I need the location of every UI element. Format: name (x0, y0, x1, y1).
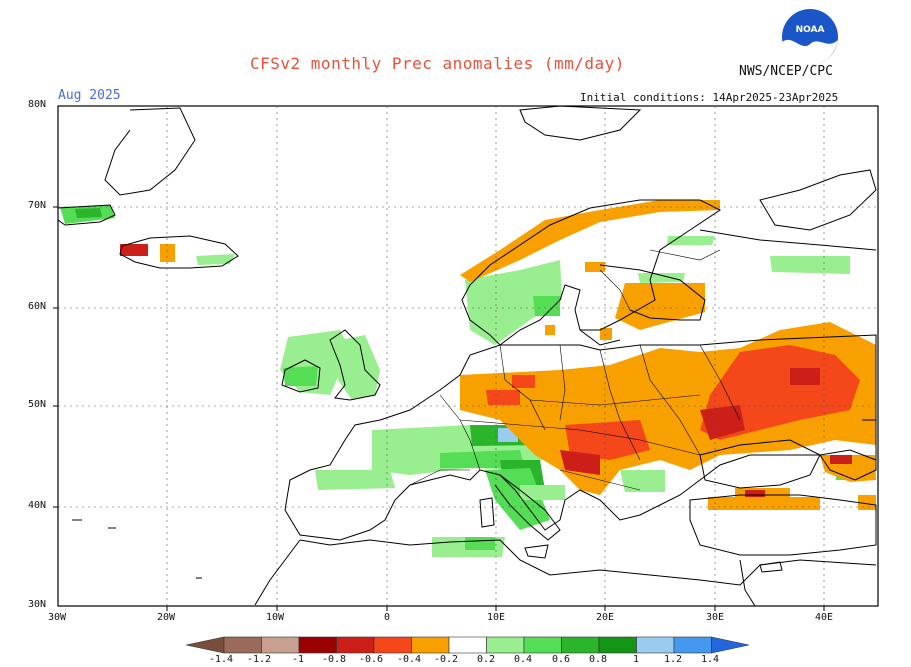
gridlines (58, 106, 878, 606)
tick-marks (53, 206, 825, 611)
forecast-month: Aug 2025 (58, 88, 121, 103)
colorbar-label: 0.8 (589, 654, 608, 665)
colorbar-label: -1.4 (209, 654, 234, 665)
colorbar (185, 636, 750, 654)
negative-anomaly-areas (120, 200, 876, 510)
colorbar-label: 0.4 (514, 654, 533, 665)
colorbar-label: -1.2 (247, 654, 272, 665)
coastlines (57, 105, 877, 607)
colorbar-label: 0.6 (552, 654, 571, 665)
colorbar-label: -0.8 (322, 654, 347, 665)
colorbar-label: 0.2 (477, 654, 496, 665)
lon-label-20w: 20W (157, 612, 176, 623)
lat-label-70n: 70N (28, 200, 47, 211)
positive-anomaly-areas (60, 205, 870, 557)
colorbar-label: -0.4 (397, 654, 422, 665)
initial-conditions: Initial conditions: 14Apr2025-23Apr2025 (580, 91, 839, 104)
lon-label-0: 0 (384, 612, 391, 623)
lat-label-60n: 60N (28, 301, 47, 312)
agency-label: NWS/NCEP/CPC (739, 64, 833, 79)
map-title: CFSv2 monthly Prec anomalies (mm/day) (250, 54, 625, 73)
lon-label-20e: 20E (596, 612, 615, 623)
svg-text:NOAA: NOAA (796, 25, 825, 35)
lat-label-40n: 40N (28, 500, 47, 511)
lon-label-10e: 10E (487, 612, 506, 623)
lon-label-30w: 30W (48, 612, 67, 623)
lon-label-10w: 10W (266, 612, 285, 623)
lat-label-50n: 50N (28, 399, 47, 410)
lat-label-30n: 30N (28, 599, 47, 610)
lat-label-80n: 80N (28, 99, 47, 110)
colorbar-label: 1.4 (701, 654, 720, 665)
noaa-logo: NOAA (781, 8, 839, 66)
lon-label-30e: 30E (706, 612, 725, 623)
colorbar-label: 1 (633, 654, 640, 665)
colorbar-label: 1.2 (664, 654, 683, 665)
colorbar-label: -0.6 (359, 654, 384, 665)
colorbar-label: -0.2 (434, 654, 459, 665)
country-borders (409, 249, 741, 491)
lon-label-40e: 40E (815, 612, 834, 623)
colorbar-label: -1 (292, 654, 305, 665)
